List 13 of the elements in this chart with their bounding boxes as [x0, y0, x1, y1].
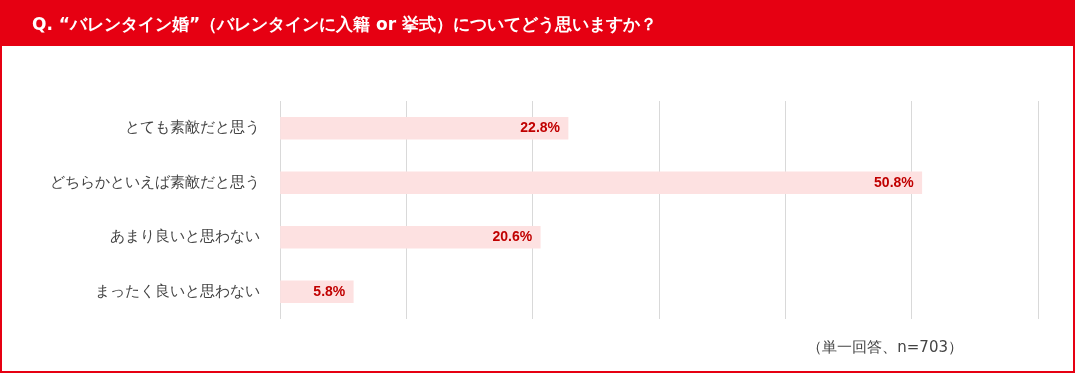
data-label: 5.8%: [313, 282, 346, 299]
y-tick-label: まったく良いと思わない: [95, 281, 260, 300]
bar: [280, 171, 923, 195]
data-label: 20.6%: [492, 228, 533, 245]
bar: [280, 116, 569, 140]
data-label: 50.8%: [874, 173, 915, 190]
chart-title: Q. “バレンタイン婚”（バレンタインに入籍 or 挙式）についてどう思いますか？: [2, 2, 1073, 46]
bar: [280, 225, 541, 249]
y-tick-label: どちらかといえば素敵だと思う: [50, 172, 260, 191]
text: （単一回答、n=703）: [807, 338, 963, 357]
data-label: 22.8%: [520, 119, 561, 136]
y-tick-label: あまり良いと思わない: [110, 227, 260, 246]
y-tick-label: とても素敵だと思う: [125, 118, 260, 137]
